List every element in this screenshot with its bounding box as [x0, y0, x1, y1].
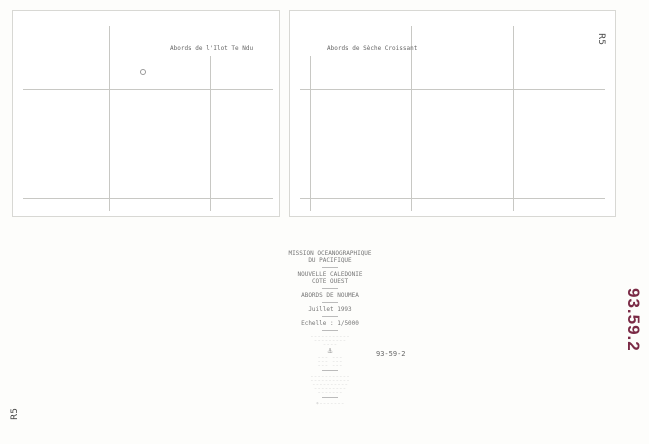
map-scale: Echelle : 1/5000 — [301, 320, 359, 327]
grid-line — [23, 198, 273, 199]
sheet-number: 93-59-2 — [376, 350, 406, 358]
cartouche: MISSION OCEANOGRAPHIQUE DU PACIFIQUE NOU… — [240, 250, 420, 405]
region-line: NOUVELLE CALEDONIE — [297, 271, 363, 278]
grid-line — [23, 89, 273, 90]
beacon-symbol — [140, 69, 146, 75]
shom-logo: ⚓ — [327, 346, 333, 355]
area-title: ABORDS DE NOUMEA — [301, 292, 359, 299]
map-panel-seche-croissant: Abords de Sèche Croissant R5 — [289, 10, 616, 217]
archive-stamp: 93.59.2 — [624, 288, 643, 352]
map-title: Abords de l'Ilot Te Ndu — [170, 45, 254, 52]
grid-line — [210, 56, 211, 211]
map-title: Abords de Sèche Croissant — [327, 45, 418, 52]
title-line: DU PACIFIQUE — [308, 257, 352, 264]
grid-line — [300, 198, 605, 199]
title-line: MISSION OCEANOGRAPHIQUE — [288, 250, 372, 257]
grid-line — [109, 26, 110, 211]
survey-date: Juillet 1993 — [308, 306, 352, 313]
grid-line — [411, 26, 412, 211]
region-line: COTE OUEST — [311, 278, 349, 285]
grid-line — [513, 26, 514, 211]
grid-line — [310, 56, 311, 211]
legend-item: ◎ — — — — — — — — [316, 401, 344, 405]
sheet-code: R5 — [596, 33, 606, 45]
sheet-code-bottom: R5 — [10, 408, 20, 420]
map-panel-ilot-te-ndu: Abords de l'Ilot Te Ndu — [12, 10, 280, 217]
grid-line — [300, 89, 605, 90]
